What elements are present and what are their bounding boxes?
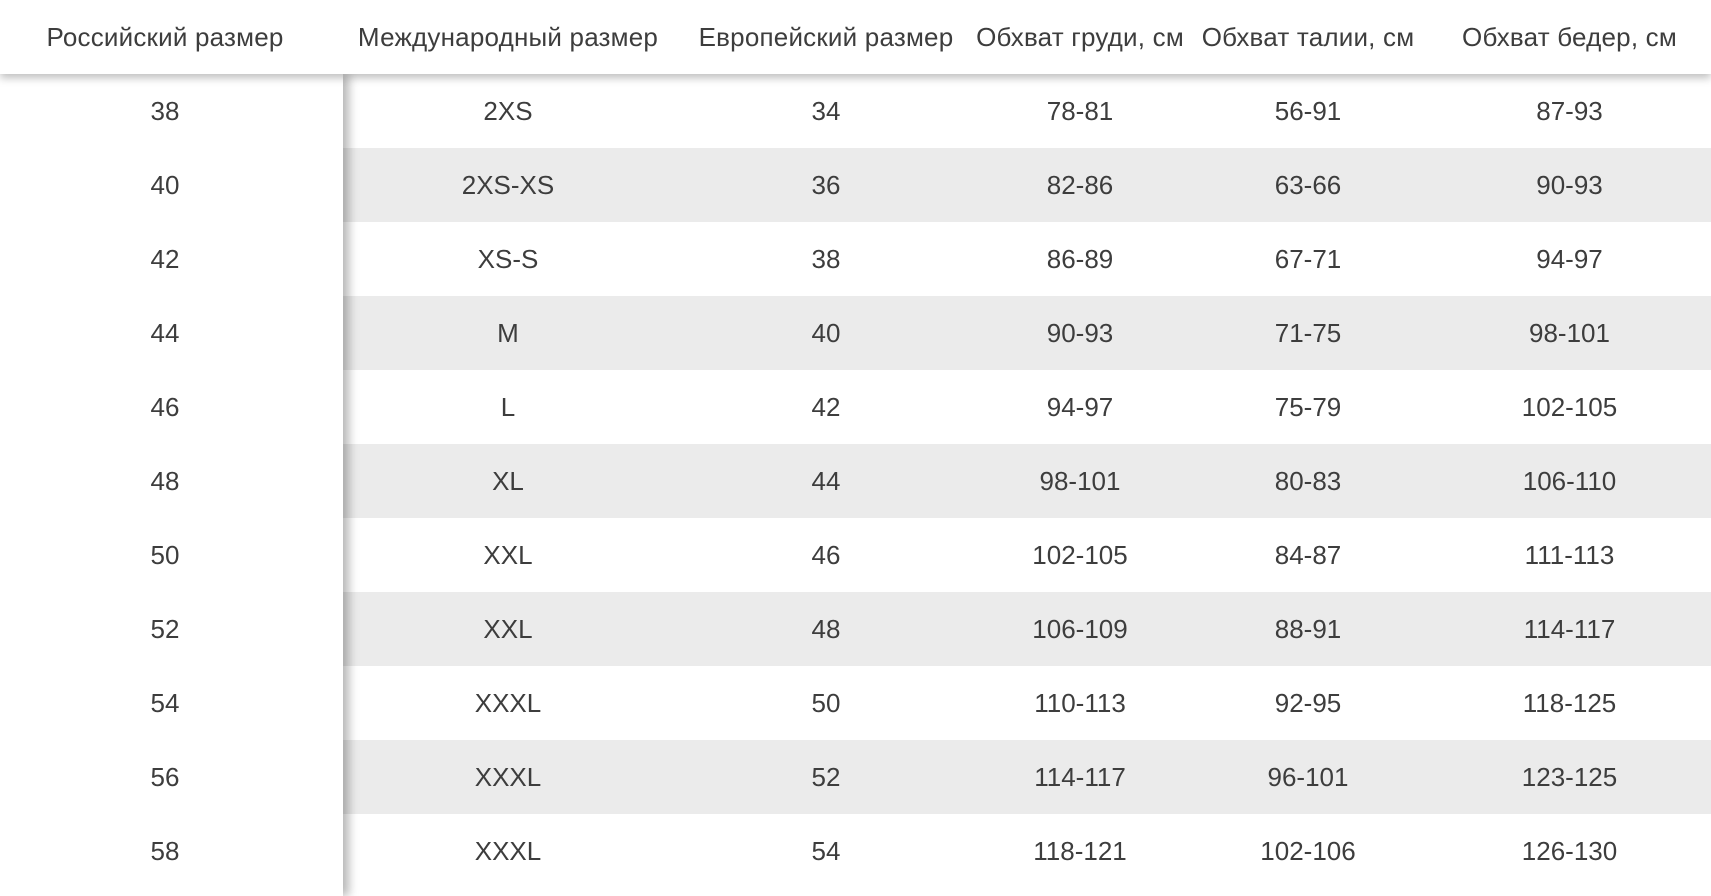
- header-russian-size: Российский размер: [46, 22, 284, 52]
- european-size-cell: 50: [811, 688, 841, 718]
- european-size-cell: 48: [811, 614, 841, 644]
- chest-girth-cell: 86-89: [1046, 244, 1114, 274]
- table-row: 48 XL 44 98-101 80-83 106-110: [0, 444, 1711, 518]
- russian-size-cell: 44: [150, 318, 180, 348]
- chest-girth-cell: 82-86: [1046, 170, 1114, 200]
- hip-girth-cell: 118-125: [1522, 688, 1617, 718]
- russian-size-cell: 50: [150, 540, 180, 570]
- european-size-cell: 44: [811, 466, 841, 496]
- header-hip-girth: Обхват бедер, см: [1462, 22, 1677, 52]
- table-row: 50 XXL 46 102-105 84-87 111-113: [0, 518, 1711, 592]
- hip-girth-cell: 94-97: [1536, 244, 1603, 274]
- waist-girth-cell: 71-75: [1274, 318, 1342, 348]
- hip-girth-cell: 126-130: [1521, 836, 1618, 866]
- table-body: 38 2XS 34 78-81 56-91 87-93 40 2XS-XS 36 82-86 63-…: [0, 74, 1711, 896]
- table-row: 40 2XS-XS 36 82-86 63-66 90-93: [0, 148, 1711, 222]
- hip-girth-cell: 90-93: [1536, 170, 1603, 200]
- hip-girth-cell: 87-93: [1536, 96, 1603, 126]
- waist-girth-cell: 80-83: [1274, 466, 1342, 496]
- waist-girth-cell: 63-66: [1274, 170, 1342, 200]
- russian-size-cell: 52: [150, 614, 180, 644]
- international-size-cell: M: [497, 318, 519, 348]
- international-size-cell: XXL: [483, 614, 533, 644]
- header-waist-girth: Обхват талии, см: [1201, 22, 1415, 52]
- chest-girth-cell: 90-93: [1046, 318, 1114, 348]
- hip-girth-cell: 98-101: [1529, 318, 1610, 348]
- chest-girth-cell: 106-109: [1032, 614, 1128, 644]
- hip-girth-cell: 106-110: [1522, 466, 1617, 496]
- waist-girth-cell: 75-79: [1274, 392, 1342, 422]
- chest-girth-cell: 114-117: [1034, 762, 1126, 792]
- waist-girth-cell: 96-101: [1267, 762, 1349, 792]
- european-size-cell: 42: [811, 392, 841, 422]
- russian-size-cell: 58: [150, 836, 180, 866]
- header-chest-girth: Обхват груди, см: [976, 22, 1184, 52]
- table-row: 46 L 42 94-97 75-79 102-105: [0, 370, 1711, 444]
- russian-size-cell: 38: [150, 96, 180, 126]
- hip-girth-cell: 111-113: [1524, 540, 1615, 570]
- waist-girth-cell: 84-87: [1274, 540, 1342, 570]
- table-header-row: Российский размер Международный размер Е…: [0, 0, 1711, 74]
- international-size-cell: 2XS: [483, 96, 533, 126]
- hip-girth-cell: 123-125: [1521, 762, 1618, 792]
- chest-girth-cell: 94-97: [1046, 392, 1114, 422]
- header-international-size: Международный размер: [357, 22, 659, 52]
- international-size-cell: XS-S: [477, 244, 539, 274]
- russian-size-cell: 42: [150, 244, 180, 274]
- international-size-cell: XXXL: [474, 836, 542, 866]
- international-size-cell: XL: [492, 466, 524, 496]
- waist-girth-cell: 92-95: [1274, 688, 1342, 718]
- hip-girth-cell: 114-117: [1523, 614, 1616, 644]
- international-size-cell: 2XS-XS: [461, 170, 555, 200]
- waist-girth-cell: 56-91: [1274, 96, 1342, 126]
- european-size-cell: 34: [811, 96, 841, 126]
- international-size-cell: XXXL: [474, 762, 542, 792]
- russian-size-cell: 54: [150, 688, 180, 718]
- russian-size-column-panel: [0, 74, 343, 896]
- russian-size-cell: 40: [150, 170, 180, 200]
- european-size-cell: 38: [811, 244, 841, 274]
- european-size-cell: 40: [811, 318, 841, 348]
- chest-girth-cell: 98-101: [1039, 466, 1121, 496]
- waist-girth-cell: 67-71: [1274, 244, 1342, 274]
- international-size-cell: XXL: [483, 540, 533, 570]
- chest-girth-cell: 118-121: [1033, 836, 1127, 866]
- chest-girth-cell: 110-113: [1034, 688, 1126, 718]
- header-european-size: Европейский размер: [698, 22, 954, 52]
- waist-girth-cell: 88-91: [1274, 614, 1342, 644]
- table-row: 56 XXXL 52 114-117 96-101 123-125: [0, 740, 1711, 814]
- table-row: 54 XXXL 50 110-113 92-95 118-125: [0, 666, 1711, 740]
- russian-size-cell: 48: [150, 466, 180, 496]
- european-size-cell: 54: [811, 836, 841, 866]
- european-size-cell: 46: [811, 540, 841, 570]
- chest-girth-cell: 102-105: [1032, 540, 1128, 570]
- russian-size-cell: 56: [150, 762, 180, 792]
- table-row: 38 2XS 34 78-81 56-91 87-93: [0, 74, 1711, 148]
- table-row: 58 XXXL 54 118-121 102-106 126-130: [0, 814, 1711, 888]
- hip-girth-cell: 102-105: [1521, 392, 1618, 422]
- waist-girth-cell: 102-106: [1260, 836, 1356, 866]
- chest-girth-cell: 78-81: [1046, 96, 1114, 126]
- international-size-cell: L: [500, 392, 516, 422]
- european-size-cell: 36: [811, 170, 841, 200]
- russian-size-cell: 46: [150, 392, 180, 422]
- table-row: 52 XXL 48 106-109 88-91 114-117: [0, 592, 1711, 666]
- table-row: 44 M 40 90-93 71-75 98-101: [0, 296, 1711, 370]
- table-row: 42 XS-S 38 86-89 67-71 94-97: [0, 222, 1711, 296]
- international-size-cell: XXXL: [474, 688, 542, 718]
- european-size-cell: 52: [811, 762, 841, 792]
